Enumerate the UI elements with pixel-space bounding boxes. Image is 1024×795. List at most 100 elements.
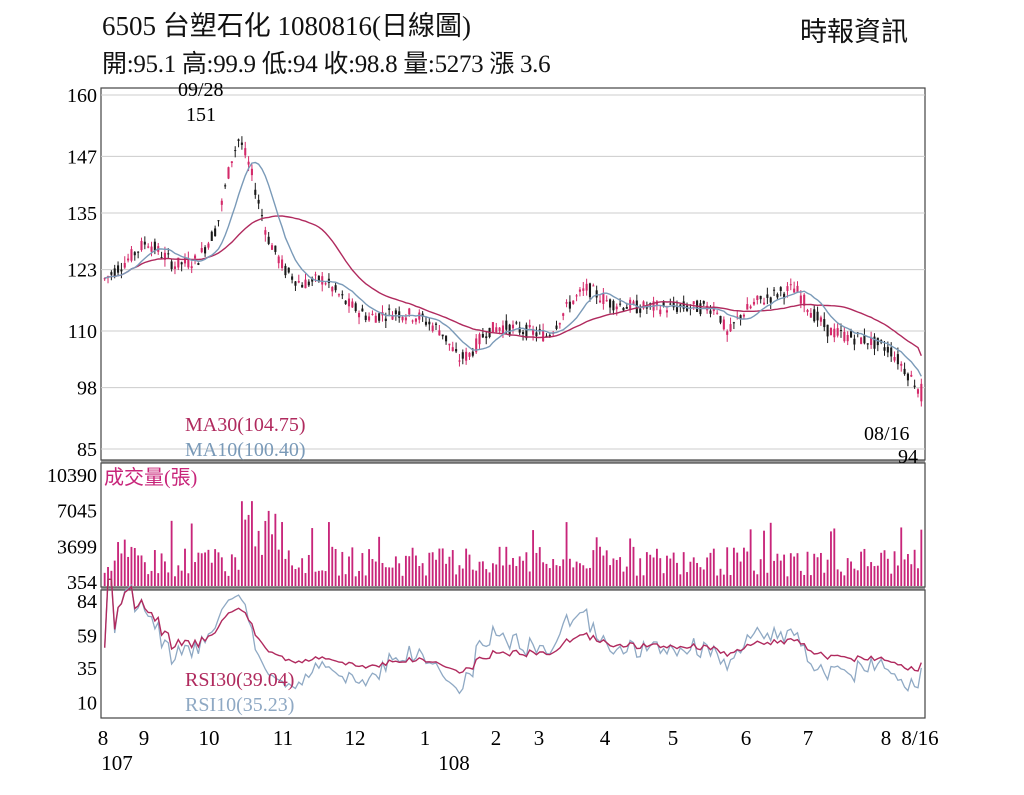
volume-bar bbox=[287, 550, 290, 586]
candle bbox=[334, 282, 337, 293]
candle bbox=[331, 286, 334, 297]
volume-bar bbox=[481, 561, 484, 586]
volume-bar bbox=[816, 557, 819, 586]
candle bbox=[163, 246, 166, 267]
volume-bar bbox=[418, 565, 421, 586]
ma10-line bbox=[104, 161, 922, 377]
candle bbox=[635, 294, 638, 314]
candle bbox=[906, 372, 909, 387]
candle bbox=[287, 267, 290, 274]
volume-bar bbox=[274, 513, 277, 586]
volume-bar bbox=[763, 530, 765, 586]
volume-bar bbox=[230, 554, 233, 586]
candle bbox=[428, 318, 431, 331]
rsi30-line bbox=[104, 578, 922, 674]
volume-bar bbox=[187, 573, 190, 586]
source-label: 時報資訊 bbox=[800, 17, 908, 47]
candle bbox=[227, 166, 230, 180]
candle bbox=[538, 324, 541, 335]
candle bbox=[394, 308, 397, 321]
volume-bar bbox=[766, 572, 769, 586]
volume-bar bbox=[247, 514, 250, 586]
volume-bar bbox=[170, 520, 173, 586]
volume-bar bbox=[197, 552, 200, 586]
volume-bar bbox=[204, 552, 207, 586]
volume-bar bbox=[729, 575, 732, 586]
candle bbox=[585, 278, 588, 296]
candle bbox=[716, 310, 719, 315]
candle bbox=[903, 362, 906, 376]
candle bbox=[294, 281, 297, 291]
volume-bar bbox=[846, 558, 849, 586]
x-year-label: 108 bbox=[438, 751, 470, 775]
price-tick-label: 160 bbox=[67, 85, 97, 107]
volume-bar bbox=[491, 563, 494, 586]
volume-bar bbox=[391, 567, 394, 586]
candle bbox=[562, 312, 565, 321]
volume-bar bbox=[327, 522, 330, 586]
volume-bar bbox=[445, 563, 447, 586]
volume-bar bbox=[471, 569, 474, 586]
volume-bar bbox=[361, 553, 364, 586]
volume-bar bbox=[217, 552, 220, 586]
volume-bar bbox=[153, 550, 156, 586]
volume-bar bbox=[789, 553, 792, 586]
volume-bar bbox=[806, 551, 809, 586]
candle bbox=[913, 379, 916, 389]
candle bbox=[793, 281, 796, 293]
volume-bar bbox=[739, 561, 742, 586]
volume-bar bbox=[853, 568, 856, 586]
volume-bar bbox=[428, 552, 431, 586]
volume-panel bbox=[100, 462, 926, 588]
volume-bar bbox=[622, 571, 625, 586]
volume-bar bbox=[582, 565, 585, 586]
candlesticks bbox=[103, 136, 923, 407]
candle bbox=[210, 230, 213, 241]
candle bbox=[357, 310, 361, 325]
volume-bar bbox=[893, 551, 896, 586]
volume-bar bbox=[545, 563, 548, 586]
rsi-tick-label: 10 bbox=[77, 692, 97, 714]
volume-bar bbox=[676, 562, 678, 586]
price-summary: 開:95.1 高:99.9 低:94 收:98.8 量:5273 漲 3.6 bbox=[102, 51, 551, 78]
volume-bar bbox=[515, 566, 518, 586]
candle bbox=[829, 327, 833, 336]
candle bbox=[424, 316, 428, 327]
candle bbox=[732, 321, 735, 330]
volume-bar bbox=[371, 559, 374, 586]
volume-bar bbox=[722, 574, 725, 586]
candle bbox=[752, 298, 756, 306]
candle bbox=[722, 316, 725, 331]
volume-bar bbox=[585, 568, 588, 586]
volume-bar bbox=[190, 523, 193, 586]
candle bbox=[478, 332, 481, 350]
volume-bar bbox=[532, 530, 535, 586]
volume-bar bbox=[799, 570, 802, 586]
annotation-high-date: 09/28 bbox=[178, 79, 224, 101]
candle bbox=[702, 300, 705, 307]
candle bbox=[237, 138, 240, 148]
candle bbox=[364, 312, 367, 323]
volume-bar bbox=[398, 563, 401, 586]
volume-bar bbox=[281, 522, 283, 586]
ma30-line bbox=[104, 215, 922, 357]
candle bbox=[451, 341, 454, 352]
volume-bar bbox=[538, 547, 541, 586]
volume-bar bbox=[759, 559, 762, 586]
volume-y-axis: 10390 7045 3699 354 bbox=[47, 465, 97, 594]
candle bbox=[555, 320, 558, 331]
candle bbox=[270, 242, 274, 250]
candle bbox=[117, 261, 120, 277]
candle bbox=[766, 287, 769, 305]
candle bbox=[578, 286, 581, 297]
candle bbox=[133, 251, 136, 261]
candle bbox=[542, 323, 545, 342]
volume-bar bbox=[836, 569, 839, 586]
volume-bar bbox=[194, 562, 196, 586]
candle bbox=[920, 378, 923, 407]
volume-bar bbox=[331, 546, 334, 586]
candle bbox=[123, 256, 126, 269]
volume-bar bbox=[451, 550, 454, 586]
volume-bar bbox=[736, 552, 739, 586]
volume-bar bbox=[291, 565, 294, 586]
